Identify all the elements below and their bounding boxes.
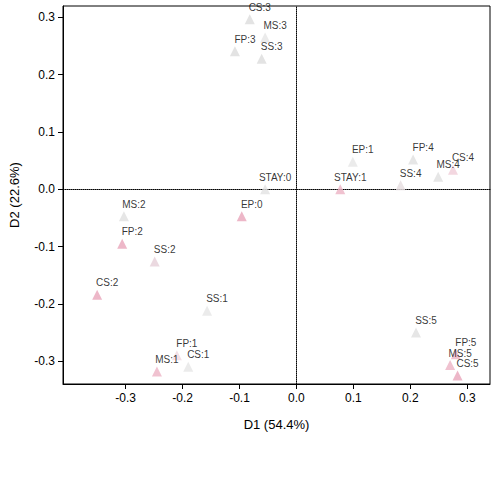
svg-text:-0.3: -0.3	[115, 391, 136, 405]
svg-text:0.0: 0.0	[38, 182, 55, 196]
svg-text:SS:4: SS:4	[400, 168, 422, 179]
svg-text:-0.2: -0.2	[34, 297, 55, 311]
svg-text:EP:1: EP:1	[352, 144, 374, 155]
svg-text:CS:4: CS:4	[451, 152, 475, 164]
svg-text:MS:5: MS:5	[448, 347, 472, 359]
svg-text:0.3: 0.3	[459, 391, 476, 405]
svg-text:D2 (22.6%): D2 (22.6%)	[7, 162, 22, 228]
svg-text:D1 (54.4%): D1 (54.4%)	[244, 417, 310, 432]
svg-text:0.2: 0.2	[402, 391, 419, 405]
svg-text:CS:2: CS:2	[96, 277, 119, 288]
svg-text:MS:4: MS:4	[437, 159, 461, 170]
svg-text:STAY:0: STAY:0	[259, 172, 292, 183]
svg-text:-0.2: -0.2	[172, 391, 193, 405]
svg-text:0.1: 0.1	[345, 391, 362, 405]
svg-text:SS:5: SS:5	[415, 315, 437, 326]
svg-text:FP:1: FP:1	[176, 338, 198, 349]
svg-text:FP:5: FP:5	[455, 337, 477, 348]
svg-text:FP:4: FP:4	[413, 142, 435, 153]
svg-text:MS:2: MS:2	[122, 199, 146, 210]
svg-text:SS:3: SS:3	[261, 41, 283, 52]
svg-text:MS:3: MS:3	[263, 20, 287, 31]
svg-text:EP:0: EP:0	[241, 199, 263, 210]
svg-text:STAY:1: STAY:1	[334, 172, 367, 183]
svg-text:CS:1: CS:1	[187, 349, 210, 360]
svg-text:0.1: 0.1	[38, 125, 55, 139]
svg-text:SS:1: SS:1	[206, 293, 228, 304]
svg-text:FP:2: FP:2	[122, 226, 144, 237]
svg-text:0.0: 0.0	[288, 391, 305, 405]
svg-text:-0.3: -0.3	[34, 354, 55, 368]
svg-text:SS:2: SS:2	[154, 244, 176, 255]
svg-text:MS:1: MS:1	[155, 354, 179, 365]
svg-text:CS:3: CS:3	[249, 2, 272, 13]
svg-text:CS:5: CS:5	[456, 358, 479, 369]
svg-text:-0.1: -0.1	[229, 391, 250, 405]
svg-text:FP:3: FP:3	[234, 34, 256, 45]
svg-text:0.3: 0.3	[38, 10, 55, 24]
svg-text:-0.1: -0.1	[34, 240, 55, 254]
svg-text:0.2: 0.2	[38, 68, 55, 82]
